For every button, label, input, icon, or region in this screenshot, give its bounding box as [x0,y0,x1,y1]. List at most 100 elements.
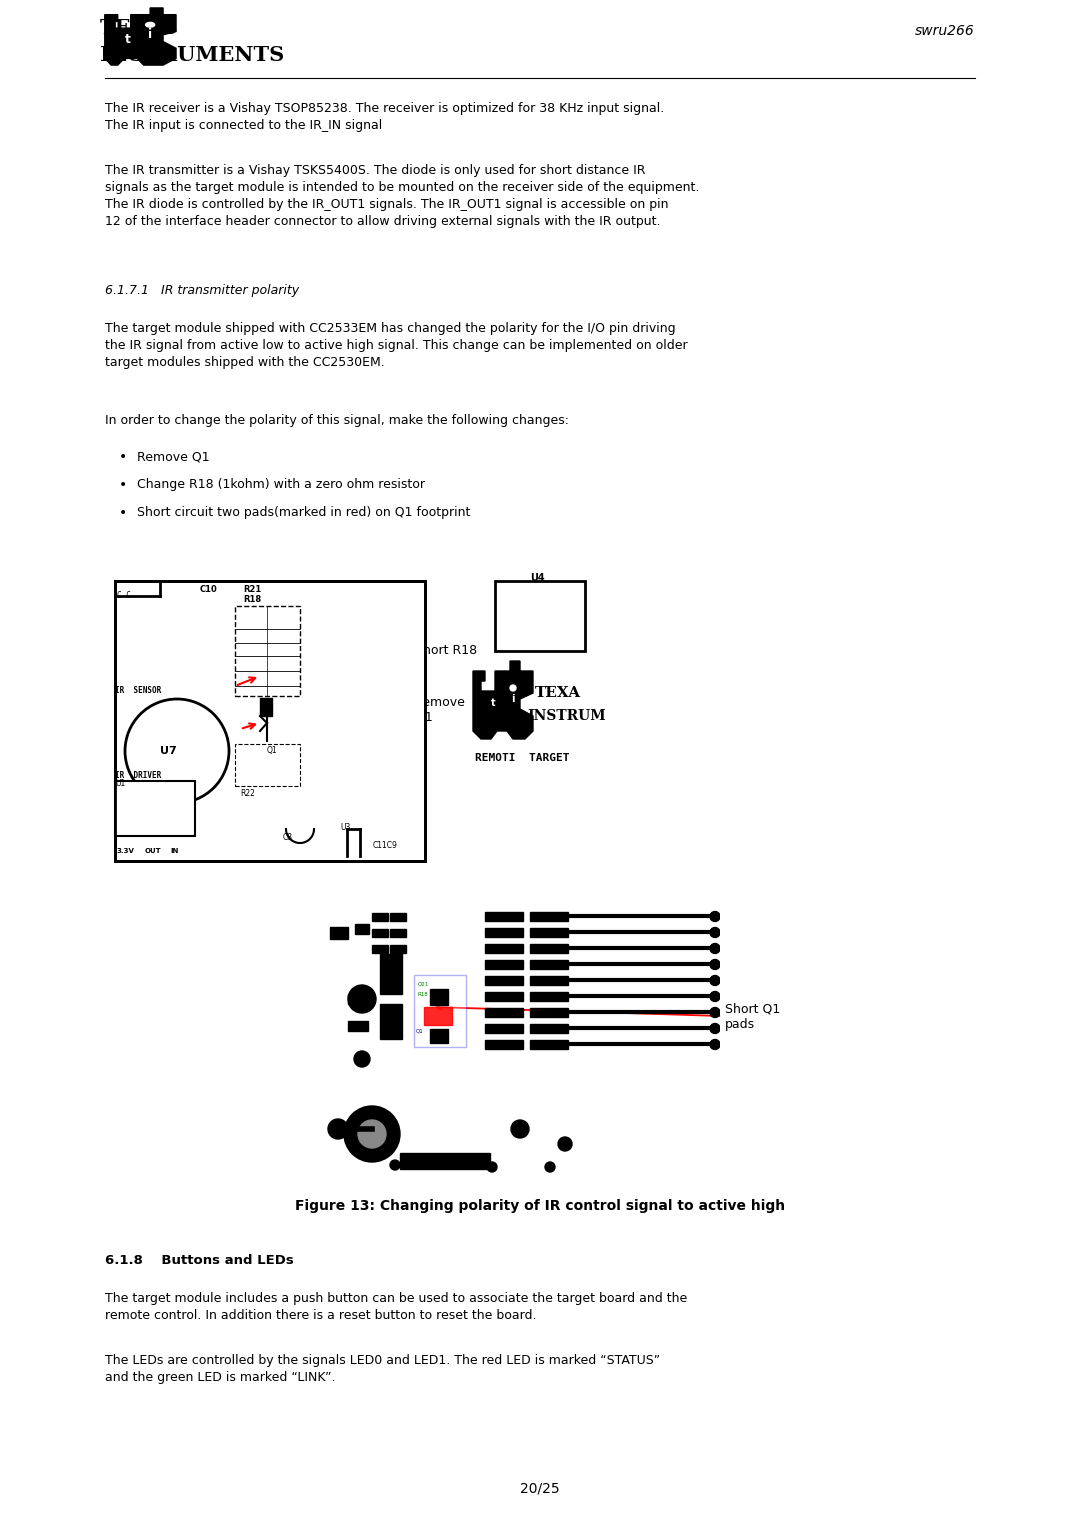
Polygon shape [105,8,176,66]
Text: Figure 13: Changing polarity of IR control signal to active high: Figure 13: Changing polarity of IR contr… [295,1199,785,1213]
Text: 20/25: 20/25 [521,1482,559,1496]
Text: R18: R18 [418,992,429,996]
Bar [530,1008,568,1018]
Bar [390,944,406,953]
Bar [485,927,523,937]
Bar [114,781,195,836]
Bar [380,953,402,995]
Text: C C: C C [117,591,131,601]
Circle shape [710,992,720,1001]
Text: Short circuit two pads(marked in red) on Q1 footprint: Short circuit two pads(marked in red) on… [137,506,471,520]
Text: The LEDs are controlled by the signals LED0 and LED1. The red LED is marked “STA: The LEDs are controlled by the signals L… [105,1354,660,1384]
Circle shape [545,1161,555,1172]
Bar [372,929,388,937]
Text: 6.1.8    Buttons and LEDs: 6.1.8 Buttons and LEDs [105,1254,294,1267]
Text: R22: R22 [240,788,255,798]
Text: C11C9: C11C9 [373,840,397,850]
Text: The IR receiver is a Vishay TSOP85238. The receiver is optimized for 38 KHz inpu: The IR receiver is a Vishay TSOP85238. T… [105,102,664,131]
Bar [380,1004,402,1039]
Circle shape [390,1160,400,1170]
Text: REMOTI  TARGET: REMOTI TARGET [475,753,569,762]
Bar [372,914,388,921]
Text: IR  DRIVER: IR DRIVER [114,772,161,781]
Bar [430,989,448,1005]
Bar [400,1154,490,1169]
Bar [348,1021,368,1031]
Bar [485,944,523,953]
Circle shape [354,1051,370,1067]
Circle shape [710,943,720,953]
Circle shape [348,986,376,1013]
Text: Remove
Q1: Remove Q1 [265,695,465,724]
Bar [390,929,406,937]
Bar [485,960,523,969]
Circle shape [710,975,720,986]
Circle shape [345,1106,400,1161]
Text: OUT: OUT [145,848,162,854]
Bar [485,912,523,921]
Circle shape [710,1007,720,1018]
Text: C8: C8 [283,833,293,842]
Polygon shape [473,662,534,740]
Bar [330,927,348,940]
Circle shape [710,927,720,938]
Text: TEXA: TEXA [535,686,581,700]
Bar [530,944,568,953]
Text: •: • [119,478,127,492]
Bar [485,1041,523,1050]
Bar [235,744,300,785]
Bar [485,992,523,1001]
Circle shape [487,1161,497,1172]
Bar [114,581,426,860]
Text: The target module includes a push button can be used to associate the target boa: The target module includes a push button… [105,1293,687,1322]
Text: U1: U1 [114,779,125,788]
Bar [372,944,388,953]
Text: R18: R18 [243,594,261,604]
Bar [348,995,368,1004]
Text: •: • [119,451,127,465]
Text: swru266: swru266 [915,24,975,38]
Bar [485,1024,523,1033]
Bar [355,924,369,934]
Bar [260,698,272,717]
Bar [414,975,465,1047]
Text: Change R18 (1kohm) with a zero ohm resistor: Change R18 (1kohm) with a zero ohm resis… [137,478,426,490]
Text: The IR transmitter is a Vishay TSKS5400S. The diode is only used for short dista: The IR transmitter is a Vishay TSKS5400S… [105,163,700,228]
Text: i: i [148,29,152,41]
Text: i: i [511,694,515,704]
Bar [495,581,585,651]
Bar [530,992,568,1001]
Circle shape [146,23,154,28]
Text: Short Q1
pads: Short Q1 pads [436,1002,780,1031]
Circle shape [125,698,229,804]
Circle shape [710,960,720,969]
Text: INSTRUM: INSTRUM [527,709,606,723]
Circle shape [328,1118,348,1138]
Text: U3: U3 [340,824,350,833]
Circle shape [710,1024,720,1033]
Text: TEXAS: TEXAS [100,18,178,38]
Text: IR  SENSOR: IR SENSOR [114,686,161,695]
Text: IN: IN [170,848,178,854]
Bar [530,927,568,937]
Bar [530,960,568,969]
Text: t: t [125,34,131,46]
Circle shape [710,1039,720,1050]
Text: U4: U4 [530,573,544,584]
Bar [430,1028,448,1044]
Text: Short R18: Short R18 [305,643,477,657]
Text: In order to change the polarity of this signal, make the following changes:: In order to change the polarity of this … [105,414,569,426]
Bar [485,1008,523,1018]
Text: t: t [490,698,496,707]
Circle shape [511,1120,529,1138]
Text: The target module shipped with CC2533EM has changed the polarity for the I/O pin: The target module shipped with CC2533EM … [105,322,688,368]
Bar [530,976,568,986]
Bar [424,1007,453,1025]
Text: C10: C10 [200,585,218,594]
Bar [235,607,300,695]
Text: Q1: Q1 [267,746,278,755]
Bar [485,976,523,986]
Bar [530,912,568,921]
Circle shape [357,1120,386,1148]
Bar [530,1041,568,1050]
